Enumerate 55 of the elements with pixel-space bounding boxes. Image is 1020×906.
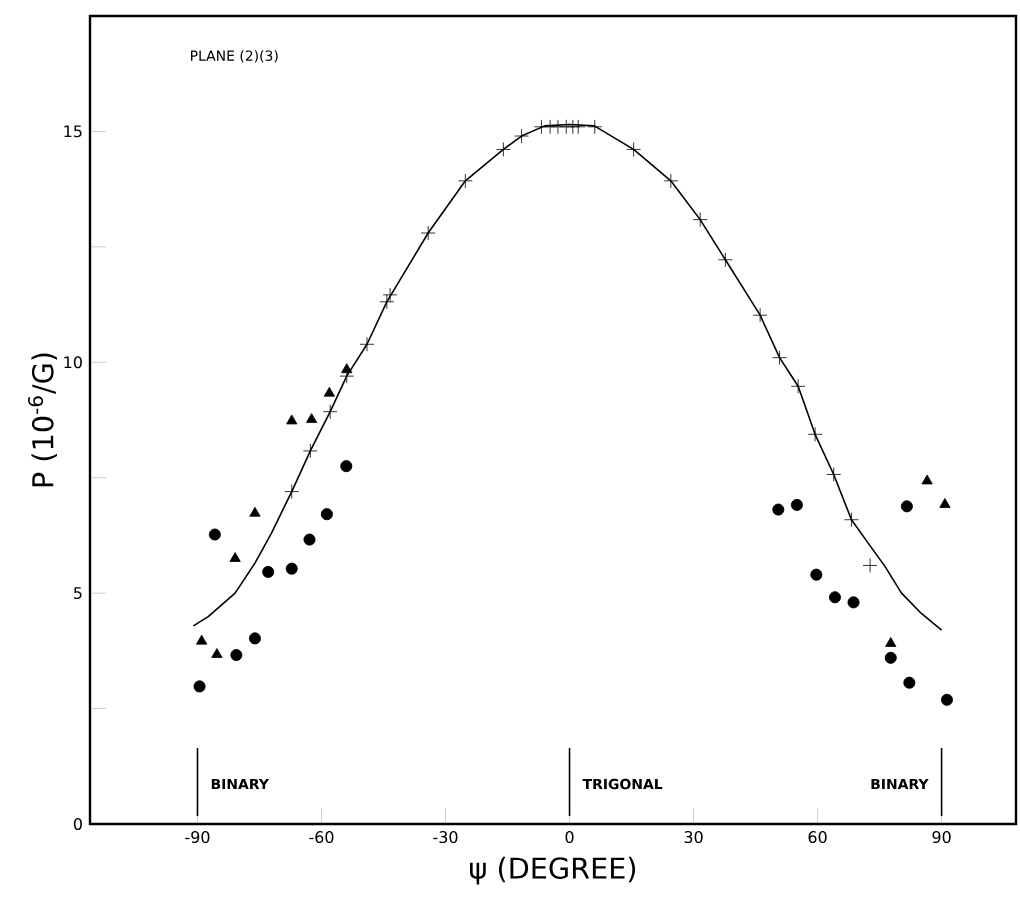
point (884, 651, 897, 664)
point (382, 287, 398, 303)
point (193, 680, 206, 693)
point (663, 173, 679, 189)
point (249, 506, 261, 517)
point (717, 252, 733, 268)
point (359, 336, 375, 352)
point (828, 591, 841, 604)
point (341, 363, 353, 374)
point (323, 386, 335, 397)
point (921, 474, 933, 485)
point (810, 568, 823, 581)
point (587, 119, 603, 135)
point (320, 508, 333, 521)
point (939, 498, 951, 508)
point (844, 512, 859, 528)
point (322, 404, 338, 420)
point (208, 528, 221, 541)
point (305, 413, 318, 423)
x-axis-title: ψ (DEGREE) (470, 856, 636, 885)
point (284, 484, 300, 499)
point (230, 649, 243, 662)
point (772, 503, 785, 516)
point (229, 552, 241, 562)
point (692, 212, 708, 228)
point (790, 498, 803, 511)
point (885, 637, 897, 647)
point (420, 225, 436, 241)
point (457, 173, 473, 189)
point (196, 634, 208, 645)
point (285, 562, 298, 575)
point (807, 426, 823, 442)
point (262, 565, 275, 578)
point (772, 350, 787, 366)
point (862, 558, 878, 573)
point (790, 378, 806, 394)
point (940, 693, 953, 706)
point (903, 676, 916, 689)
y-axis-title: P (10$^{-6}$/G) (27, 353, 57, 487)
point (847, 596, 860, 609)
point (303, 533, 316, 546)
point (570, 119, 586, 135)
point (340, 460, 353, 473)
point (496, 142, 511, 157)
point (826, 467, 842, 482)
point (248, 632, 261, 645)
point (752, 307, 768, 323)
point (534, 119, 549, 135)
point (379, 294, 395, 310)
point (302, 443, 318, 459)
point (286, 414, 298, 425)
point (900, 500, 913, 513)
point (514, 128, 529, 144)
point (626, 142, 642, 157)
point (211, 648, 223, 658)
